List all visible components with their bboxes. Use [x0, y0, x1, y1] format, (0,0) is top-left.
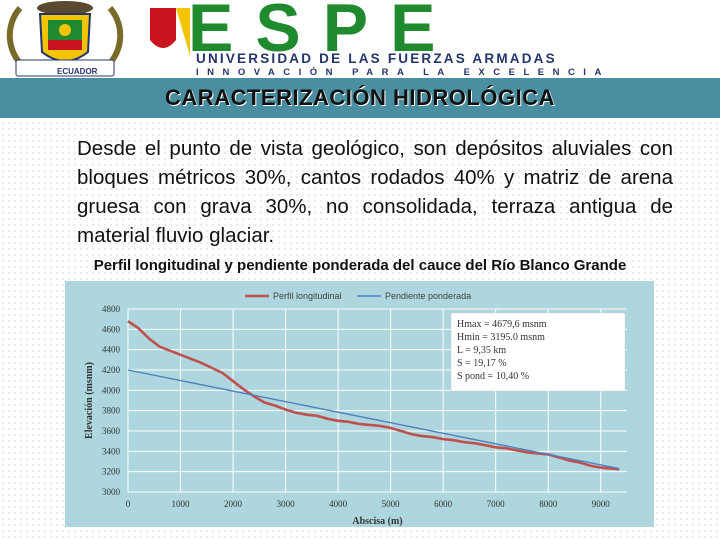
x-tick-label: 5000 [382, 499, 401, 509]
y-tick-label: 4200 [102, 365, 121, 375]
stats-line: Hmax = 4679,6 msnm [457, 319, 547, 330]
x-axis-label: Abscisa (m) [352, 516, 402, 527]
figure-caption: Perfil longitudinal y pendiente ponderad… [93, 257, 627, 274]
stats-line: Hmin = 3195.0 msnm [457, 332, 545, 343]
legend-label: Perfil longitudinal [273, 291, 342, 301]
brand-tagline: INNOVACIÓN PARA LA EXCELENCIA [196, 67, 610, 78]
y-tick-label: 3400 [102, 446, 121, 456]
series-line-perfil-longitudinal [127, 320, 620, 471]
x-tick-label: 1000 [172, 499, 191, 509]
y-tick-label: 3600 [102, 426, 121, 436]
y-tick-label: 4800 [102, 304, 121, 314]
legend-label: Pendiente ponderada [385, 291, 471, 301]
x-tick-label: 2000 [224, 499, 243, 509]
profile-chart: 3000 3200 3400 3600 3800 4000 4200 4400 4600 4800… [65, 281, 654, 527]
chart-svg: 3000 3200 3400 3600 3800 4000 4200 4400 4600 4800… [84, 291, 627, 527]
x-tick-label: 7000 [487, 499, 506, 509]
brand-subtitle: UNIVERSIDAD DE LAS FUERZAS ARMADAS [196, 51, 557, 66]
brand-name: ESPE [188, 0, 458, 66]
stats-line: S = 19,17 % [457, 358, 507, 369]
stats-line: S pond = 10,40 % [457, 371, 529, 382]
x-tick-label: 6000 [434, 499, 453, 509]
slide-title: CARACTERIZACIÓN HIDROLÓGICA [165, 85, 555, 110]
x-tick-label: 0 [126, 499, 131, 509]
ecuador-coat-of-arms-logo [6, 1, 190, 77]
body-paragraph: Desde el punto de vista geológico, son d… [77, 137, 673, 247]
stats-line: L = 9,35 km [457, 345, 506, 356]
y-tick-label: 3000 [102, 487, 121, 497]
university-banner: ECUADOR ESPE UNIVERSIDAD DE LAS FUERZAS … [0, 0, 720, 78]
logo-country-label: ECUADOR [57, 67, 98, 76]
stats-box [450, 312, 626, 392]
y-axis-label: Elevación (msnm) [84, 362, 95, 439]
title-bar [0, 78, 720, 118]
y-tick-label: 4000 [102, 385, 121, 395]
x-tick-label: 9000 [592, 499, 611, 509]
y-tick-label: 3800 [102, 406, 121, 416]
x-tick-label: 8000 [539, 499, 558, 509]
y-tick-label: 3200 [102, 467, 121, 477]
y-tick-label: 4600 [102, 324, 121, 334]
y-tick-label: 4400 [102, 345, 121, 355]
x-tick-label: 4000 [329, 499, 348, 509]
series-line-pendiente-ponderada [127, 369, 620, 470]
x-tick-label: 3000 [277, 499, 296, 509]
